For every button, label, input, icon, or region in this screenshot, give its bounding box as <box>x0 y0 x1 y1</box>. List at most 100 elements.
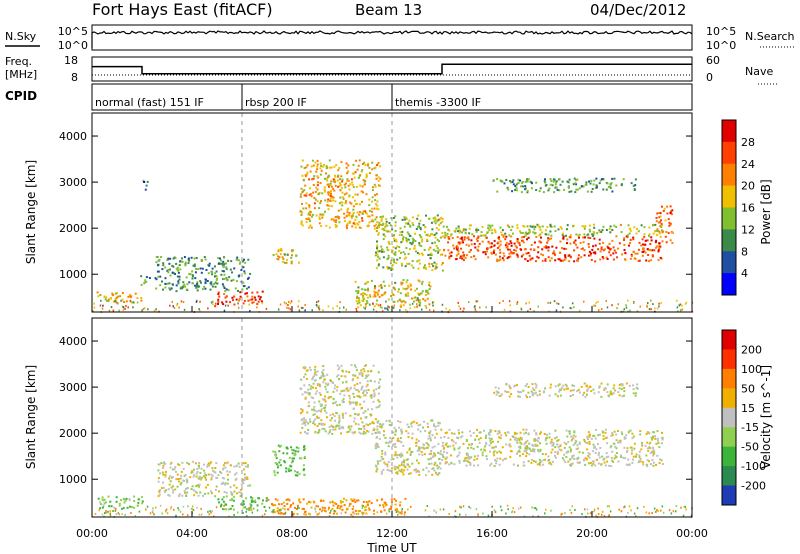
data-cell <box>441 235 444 238</box>
data-cell <box>188 259 191 262</box>
data-cell <box>168 494 171 497</box>
colorbar-swatch <box>722 330 736 350</box>
data-cell <box>214 495 217 498</box>
data-cell <box>494 446 497 449</box>
data-cell <box>123 507 125 510</box>
data-cell <box>309 225 312 228</box>
data-cell <box>332 307 334 310</box>
data-cell <box>427 254 430 256</box>
data-cell <box>395 262 398 265</box>
data-cell <box>545 245 548 248</box>
data-cell <box>377 255 380 258</box>
data-cell <box>174 488 177 491</box>
data-cell <box>525 394 528 397</box>
data-cell <box>178 478 181 480</box>
data-cell <box>378 504 381 507</box>
data-cell <box>168 262 171 265</box>
data-cell <box>457 246 459 249</box>
data-cell <box>179 260 182 263</box>
data-cell <box>428 288 431 290</box>
data-cell <box>389 267 392 270</box>
data-cell <box>272 509 274 512</box>
data-cell <box>230 491 233 494</box>
data-cell <box>312 184 315 186</box>
data-cell <box>167 257 170 260</box>
data-cell <box>354 501 357 503</box>
data-cell <box>219 257 221 260</box>
data-cell <box>325 165 328 168</box>
data-cell <box>446 456 449 459</box>
data-cell <box>210 511 212 514</box>
data-cell <box>330 185 333 188</box>
data-cell <box>316 168 319 171</box>
data-cell <box>656 454 659 457</box>
data-cell <box>494 231 497 234</box>
data-cell <box>357 423 360 426</box>
data-cell <box>607 186 610 188</box>
data-cell <box>648 512 650 515</box>
data-cell <box>159 284 162 287</box>
data-cell <box>141 309 143 312</box>
data-cell <box>110 306 113 308</box>
data-cell <box>437 451 440 454</box>
data-cell <box>449 445 452 448</box>
data-cell <box>567 186 570 189</box>
data-cell <box>383 430 385 433</box>
data-cell <box>329 182 332 185</box>
data-cell <box>191 485 194 488</box>
data-cell <box>411 222 414 224</box>
data-cell <box>346 172 349 174</box>
data-cell <box>519 179 522 182</box>
data-cell <box>320 405 323 408</box>
data-cell <box>533 232 536 235</box>
data-cell <box>182 301 185 304</box>
data-cell <box>502 300 504 302</box>
data-cell <box>532 231 535 234</box>
data-cell <box>653 249 656 252</box>
data-cell <box>361 288 364 291</box>
data-cell <box>373 293 376 296</box>
data-cell <box>319 162 322 165</box>
data-cell <box>514 245 517 248</box>
data-cell <box>560 513 562 516</box>
data-cell <box>570 307 573 310</box>
data-cell <box>513 511 516 514</box>
data-cell <box>256 509 259 512</box>
data-cell <box>115 507 117 510</box>
data-cell <box>646 239 649 242</box>
data-cell <box>502 252 505 255</box>
data-cell <box>390 458 393 461</box>
data-cell <box>354 199 357 202</box>
data-cell <box>502 259 505 262</box>
data-cell <box>473 235 475 238</box>
data-cell <box>437 473 440 476</box>
colorbar-swatch <box>722 349 736 370</box>
data-cell <box>624 437 627 440</box>
data-cell <box>223 287 226 290</box>
data-cell <box>326 176 329 179</box>
data-cell <box>195 284 198 287</box>
data-cell <box>378 221 381 224</box>
data-cell <box>465 438 468 441</box>
data-cell <box>505 235 508 238</box>
data-cell <box>362 292 364 295</box>
data-cell <box>594 260 597 263</box>
data-cell <box>493 239 496 242</box>
data-cell <box>225 508 228 511</box>
data-cell <box>299 193 302 196</box>
data-cell <box>424 294 427 296</box>
data-cell <box>307 392 310 395</box>
data-cell <box>224 304 227 307</box>
data-cell <box>313 175 316 178</box>
data-cell <box>572 437 575 440</box>
data-cell <box>583 300 585 303</box>
data-cell <box>516 303 518 305</box>
data-cell <box>431 263 434 265</box>
data-cell <box>564 256 567 259</box>
data-cell <box>493 244 496 247</box>
data-cell <box>161 280 163 283</box>
data-cell <box>558 388 561 391</box>
data-cell <box>265 307 268 310</box>
data-cell <box>518 244 521 247</box>
data-cell <box>305 202 308 205</box>
